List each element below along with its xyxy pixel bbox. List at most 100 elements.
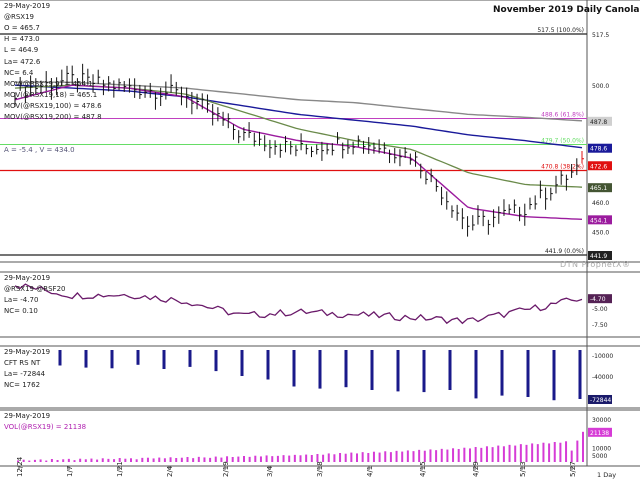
volume-bar bbox=[429, 449, 432, 462]
cot-bar bbox=[396, 350, 400, 392]
price-tick: 450.0 bbox=[592, 229, 609, 236]
volume-bar bbox=[508, 444, 511, 462]
macd-date: 29-May-2019 bbox=[4, 274, 51, 282]
chart-title: November 2019 Daily Canola bbox=[493, 5, 640, 15]
volume-bar bbox=[192, 458, 195, 462]
volume-bar bbox=[152, 458, 155, 462]
mov200-label: MOV(@RSX19,200) = 487.8 bbox=[4, 113, 102, 121]
volume-bar bbox=[344, 453, 347, 462]
volume-bar bbox=[288, 455, 291, 462]
macd-symbol: @RSX19 @RSF20 bbox=[4, 285, 66, 293]
av-label: A = -5.4 , V = 434.0 bbox=[4, 146, 75, 154]
volume-bar bbox=[39, 459, 42, 462]
volume-bar bbox=[322, 454, 325, 462]
macd-last: La= -4.70 bbox=[4, 296, 39, 304]
fib-label: 479.7 (50.0%) bbox=[541, 138, 584, 145]
volume-bar bbox=[226, 456, 229, 462]
volume-bar bbox=[146, 457, 149, 462]
price-tick: 460.0 bbox=[592, 200, 609, 207]
volume-bar bbox=[209, 457, 212, 462]
price-tick: 478.6 bbox=[590, 146, 607, 153]
x-axis-label: 4/1 bbox=[366, 466, 374, 477]
volume-bar bbox=[491, 447, 494, 462]
cot-bar bbox=[162, 350, 166, 369]
volume-bar bbox=[79, 458, 82, 462]
cot-net-change: NC= 1762 bbox=[4, 381, 41, 389]
volume-bar bbox=[536, 444, 539, 462]
mov100-label: MOV(@RSX19,100) = 478.6 bbox=[4, 102, 102, 110]
volume-bar bbox=[502, 446, 505, 462]
volume-bar bbox=[378, 452, 381, 462]
volume-bar bbox=[130, 458, 132, 462]
volume-bar bbox=[248, 456, 251, 462]
price-tick-bg bbox=[588, 183, 612, 193]
volume-bar bbox=[310, 455, 313, 462]
fib-label: 441.9 (0.0%) bbox=[545, 248, 584, 255]
volume-bar bbox=[316, 454, 319, 462]
volume-bar bbox=[372, 451, 375, 462]
cot-bar bbox=[292, 350, 296, 387]
volume-bar bbox=[293, 454, 296, 462]
volume-bar bbox=[435, 450, 438, 462]
x-axis-label: 2/19 bbox=[222, 461, 230, 477]
volume-bar bbox=[418, 449, 421, 462]
volume-bar bbox=[33, 459, 36, 462]
price-tick-bg bbox=[588, 161, 612, 171]
volume-bar bbox=[271, 456, 274, 462]
volume-bar bbox=[265, 455, 268, 462]
volume-bar bbox=[276, 455, 279, 462]
volume-bar bbox=[45, 460, 48, 462]
volume-bar bbox=[553, 442, 556, 462]
volume-label: VOL(@RSX19) = 21138 bbox=[4, 423, 87, 431]
volume-bar bbox=[180, 457, 183, 462]
volume-bar bbox=[305, 454, 308, 462]
cot-bar bbox=[448, 350, 452, 390]
macd-net-change: NC= 0.10 bbox=[4, 307, 38, 315]
volume-bar bbox=[401, 451, 404, 462]
x-axis-label: 3/4 bbox=[266, 465, 274, 477]
cot-bar bbox=[552, 350, 556, 401]
volume-bar bbox=[135, 459, 138, 462]
volume-bar bbox=[243, 456, 245, 462]
volume-bar bbox=[440, 448, 443, 462]
volume-bar bbox=[361, 452, 364, 462]
volume-bar bbox=[163, 458, 166, 462]
volume-bar bbox=[389, 452, 392, 462]
cot-bar bbox=[214, 350, 218, 372]
volume-bar bbox=[22, 459, 25, 462]
cot-bar bbox=[266, 350, 270, 380]
cot-bar bbox=[318, 350, 322, 389]
volume-bar bbox=[254, 455, 257, 462]
volume-bar bbox=[299, 455, 302, 462]
x-axis-label: 5/13 bbox=[519, 461, 527, 477]
fib-label: 517.5 (100.0%) bbox=[537, 27, 584, 34]
volume-bar bbox=[406, 450, 409, 462]
cot-bar bbox=[110, 350, 114, 369]
volume-bar bbox=[519, 444, 522, 462]
volume-bar bbox=[565, 441, 568, 462]
mov200-line bbox=[15, 81, 583, 122]
volume-bar bbox=[214, 456, 217, 462]
volume-bar bbox=[570, 450, 573, 462]
volume-bar bbox=[497, 445, 500, 462]
x-axis-label: 3/18 bbox=[316, 461, 324, 477]
volume-date: 29-May-2019 bbox=[4, 412, 51, 420]
mov9-line bbox=[14, 84, 583, 220]
cot-bar bbox=[84, 350, 88, 368]
volume-tick-bg bbox=[588, 427, 612, 437]
price-high: H = 473.0 bbox=[4, 35, 40, 43]
cot-bar bbox=[500, 350, 504, 396]
mov9-label: MOV(@RSX19,9) = 454.1 bbox=[4, 80, 93, 88]
volume-bar bbox=[582, 431, 584, 462]
cot-bar bbox=[474, 350, 478, 399]
macd-tick: -4.70 bbox=[590, 296, 606, 303]
volume-bar bbox=[62, 459, 65, 462]
cot-bar bbox=[58, 350, 62, 366]
volume-bar bbox=[231, 457, 234, 462]
price-tick-bg bbox=[588, 251, 612, 260]
x-axis-label: 1/21 bbox=[116, 461, 124, 477]
volume-bar bbox=[480, 447, 483, 462]
price-net-change: NC= 6.4 bbox=[4, 69, 34, 77]
